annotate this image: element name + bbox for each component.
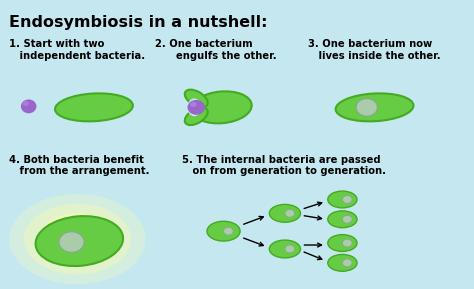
Ellipse shape: [328, 235, 357, 251]
Ellipse shape: [24, 204, 131, 275]
Ellipse shape: [59, 232, 84, 253]
Ellipse shape: [191, 91, 252, 123]
Ellipse shape: [342, 195, 352, 203]
Ellipse shape: [224, 227, 233, 235]
Ellipse shape: [207, 221, 240, 241]
Ellipse shape: [9, 194, 146, 284]
Ellipse shape: [342, 259, 352, 267]
Ellipse shape: [38, 213, 116, 265]
Ellipse shape: [185, 90, 208, 107]
Ellipse shape: [55, 93, 133, 121]
Ellipse shape: [328, 191, 357, 208]
Text: 1. Start with two
   independent bacteria.: 1. Start with two independent bacteria.: [9, 39, 146, 61]
Ellipse shape: [342, 239, 352, 247]
Ellipse shape: [336, 93, 413, 121]
Ellipse shape: [21, 99, 36, 113]
Ellipse shape: [269, 240, 301, 258]
Ellipse shape: [328, 211, 357, 228]
Ellipse shape: [342, 215, 352, 223]
Ellipse shape: [36, 216, 123, 266]
Ellipse shape: [285, 209, 295, 217]
Ellipse shape: [328, 254, 357, 271]
Ellipse shape: [269, 204, 301, 222]
Text: 2. One bacterium
      engulfs the other.: 2. One bacterium engulfs the other.: [155, 39, 277, 61]
Ellipse shape: [285, 245, 295, 253]
Ellipse shape: [356, 99, 377, 116]
Ellipse shape: [188, 100, 205, 115]
Ellipse shape: [188, 99, 201, 116]
Text: 4. Both bacteria benefit
   from the arrangement.: 4. Both bacteria benefit from the arrang…: [9, 155, 150, 177]
Text: Endosymbiosis in a nutshell:: Endosymbiosis in a nutshell:: [9, 15, 268, 30]
Ellipse shape: [190, 102, 197, 107]
Ellipse shape: [23, 101, 28, 106]
Text: 3. One bacterium now
   lives inside the other.: 3. One bacterium now lives inside the ot…: [308, 39, 441, 61]
Ellipse shape: [185, 108, 208, 125]
Text: 5. The internal bacteria are passed
   on from generation to generation.: 5. The internal bacteria are passed on f…: [182, 155, 386, 177]
